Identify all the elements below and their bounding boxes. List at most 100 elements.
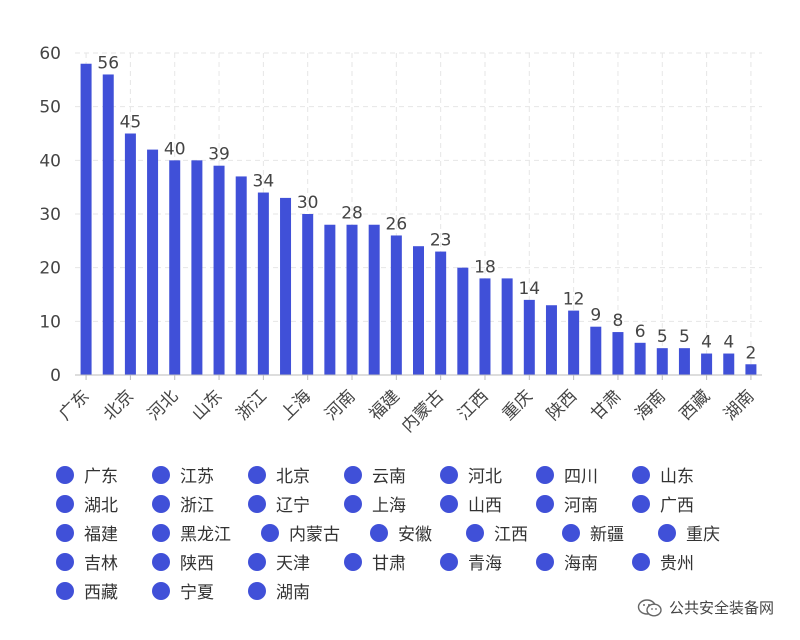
y-tick-label: 20 [39,259,61,279]
legend-item[interactable]: 甘肃 [344,547,410,576]
legend-marker [440,465,458,484]
bar-贵州 [678,348,690,375]
legend-item[interactable]: 广东 [56,460,122,489]
legend-label: 青海 [468,554,502,574]
x-tick-label: 西藏 [676,386,714,424]
data-label-山东: 39 [208,145,230,165]
bar-吉林 [545,305,557,375]
legend-label: 北京 [276,467,310,487]
x-tick-label: 内蒙古 [398,386,448,436]
legend-item[interactable]: 湖北 [56,489,122,518]
bar-河北 [169,160,181,375]
legend-item[interactable]: 北京 [248,460,314,489]
y-tick-label: 40 [39,151,61,171]
data-label-河南: 28 [341,204,363,224]
legend-item[interactable]: 云南 [344,460,410,489]
legend-item[interactable]: 福建 [56,518,122,547]
legend-label: 山西 [468,496,502,516]
y-tick-label: 30 [39,205,61,225]
data-label-河北: 40 [164,139,186,159]
legend-item[interactable]: 四川 [536,460,602,489]
legend-item[interactable]: 湖南 [248,576,314,605]
watermark-text: 公共安全装备网 [668,599,774,617]
bar-新疆 [501,278,513,375]
legend-item[interactable]: 陕西 [152,547,218,576]
legend-marker [248,581,266,600]
data-label-北京: 45 [120,113,142,133]
legend-marker [248,465,266,484]
legend-item[interactable]: 贵州 [632,547,698,576]
legend-item[interactable]: 广西 [632,489,698,518]
legend-label: 江苏 [180,467,214,487]
data-label-江西: 18 [474,257,496,277]
legend-label: 河北 [468,467,502,487]
legend-marker [152,523,170,542]
legend-marker [248,494,266,513]
legend-item[interactable]: 青海 [440,547,506,576]
legend-item[interactable]: 重庆 [658,518,724,547]
bar-内蒙古 [435,251,447,375]
x-tick-label: 浙江 [233,386,271,424]
legend-label: 西藏 [84,583,118,603]
wechat-icon [637,598,662,617]
bar-江苏 [102,74,114,375]
chart-legend: 广东 江苏 北京 云南 河北 四川 山东湖北 浙江 辽宁 上海 山西 河南 广西福建 黑龙江 内蒙古 安徽 江西… [56,460,776,605]
legend-item[interactable]: 辽宁 [248,489,314,518]
data-label-青海: 6 [635,322,646,342]
legend-marker [56,465,74,484]
legend-label: 海南 [564,554,598,574]
legend-marker [344,465,362,484]
legend-item[interactable]: 内蒙古 [261,518,340,547]
legend-marker [536,552,554,571]
x-tick-label: 重庆 [499,386,537,424]
legend-item[interactable]: 安徽 [370,518,436,547]
bar-山西 [324,224,336,375]
legend-label: 陕西 [180,554,214,574]
legend-label: 贵州 [660,554,694,574]
x-tick-label: 甘肃 [587,386,625,424]
legend-item[interactable]: 上海 [344,489,410,518]
bar-湖南 [745,364,757,375]
legend-marker [56,523,74,542]
legend-marker [344,552,362,571]
legend-item[interactable]: 黑龙江 [152,518,231,547]
legend-label: 广西 [660,496,694,516]
legend-item[interactable]: 河北 [440,460,506,489]
legend-item[interactable]: 海南 [536,547,602,576]
legend-label: 吉林 [84,554,118,574]
legend-label: 甘肃 [372,554,406,574]
legend-item[interactable]: 山东 [632,460,698,489]
legend-item[interactable]: 江西 [466,518,532,547]
legend-marker [152,494,170,513]
x-tick-label: 河北 [144,386,182,424]
legend-item[interactable]: 新疆 [562,518,628,547]
legend-marker [248,552,266,571]
legend-label: 河南 [564,496,598,516]
legend-label: 山东 [660,467,694,487]
bar-福建 [390,235,402,375]
bar-chart: 0 10 20 30 40 50 60 56 45 40 39 34 30 28 26 23 18 14 12 9 8 6… [39,44,762,437]
legend-marker [344,494,362,513]
bar-黑龙江 [413,246,424,375]
legend-item[interactable]: 山西 [440,489,506,518]
legend-marker [440,552,458,571]
bar-云南 [147,149,159,375]
legend-label: 四川 [564,467,598,487]
bar-辽宁 [280,197,292,375]
y-tick-label: 10 [39,312,61,332]
bar-甘肃 [612,332,624,375]
x-tick-label: 山东 [188,386,226,424]
legend-marker [56,581,74,600]
legend-marker [632,465,650,484]
bar-陕西 [568,310,580,375]
legend-item[interactable]: 江苏 [152,460,218,489]
legend-item[interactable]: 西藏 [56,576,122,605]
legend-item[interactable]: 天津 [248,547,314,576]
legend-item[interactable]: 吉林 [56,547,122,576]
x-tick-label: 广东 [55,386,93,424]
legend-item[interactable]: 浙江 [152,489,218,518]
legend-item[interactable]: 河南 [536,489,602,518]
legend-label: 重庆 [686,525,720,545]
legend-item[interactable]: 宁夏 [152,576,218,605]
